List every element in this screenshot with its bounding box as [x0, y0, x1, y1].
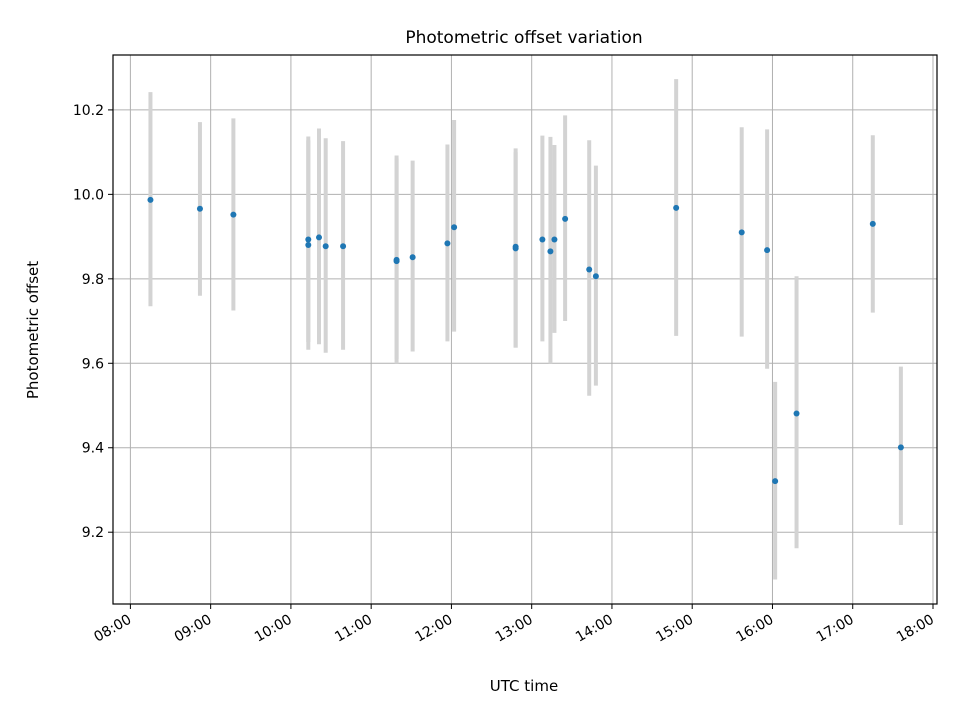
chart-title: Photometric offset variation — [405, 28, 642, 48]
y-tick-label: 9.6 — [82, 356, 104, 372]
data-points — [147, 196, 904, 485]
x-axis-label: UTC time — [490, 677, 558, 695]
data-point — [562, 215, 569, 222]
y-tick-label: 10.2 — [73, 103, 104, 119]
y-tick-label: 10.0 — [73, 187, 104, 203]
data-point — [305, 242, 312, 249]
y-tick-label: 9.8 — [82, 272, 104, 288]
data-point — [409, 254, 416, 261]
data-point — [340, 243, 347, 250]
y-tick-label: 9.4 — [82, 441, 104, 457]
grid — [113, 55, 937, 604]
data-point — [592, 273, 599, 280]
y-tick-label: 9.2 — [82, 525, 104, 541]
data-point — [305, 236, 312, 243]
data-point — [547, 248, 554, 255]
plot-frame — [112, 54, 938, 605]
data-point — [147, 196, 154, 203]
y-axis: 9.2 9.4 9.6 9.8 10.0 10.2 — [73, 103, 113, 541]
data-point — [772, 478, 779, 485]
data-point — [451, 224, 458, 231]
data-point — [512, 245, 519, 252]
data-point — [738, 229, 745, 236]
data-point — [673, 204, 680, 211]
data-point — [196, 205, 203, 212]
data-point — [764, 247, 771, 254]
data-point — [586, 266, 593, 273]
data-point — [897, 444, 904, 451]
data-point — [393, 258, 400, 265]
data-point — [551, 236, 558, 243]
data-point — [230, 211, 237, 218]
data-point — [322, 243, 329, 250]
data-point — [539, 236, 546, 243]
data-point — [793, 410, 800, 417]
data-point — [444, 240, 451, 247]
data-point — [869, 220, 876, 227]
data-point — [316, 234, 322, 241]
y-axis-label: Photometric offset — [24, 261, 42, 399]
